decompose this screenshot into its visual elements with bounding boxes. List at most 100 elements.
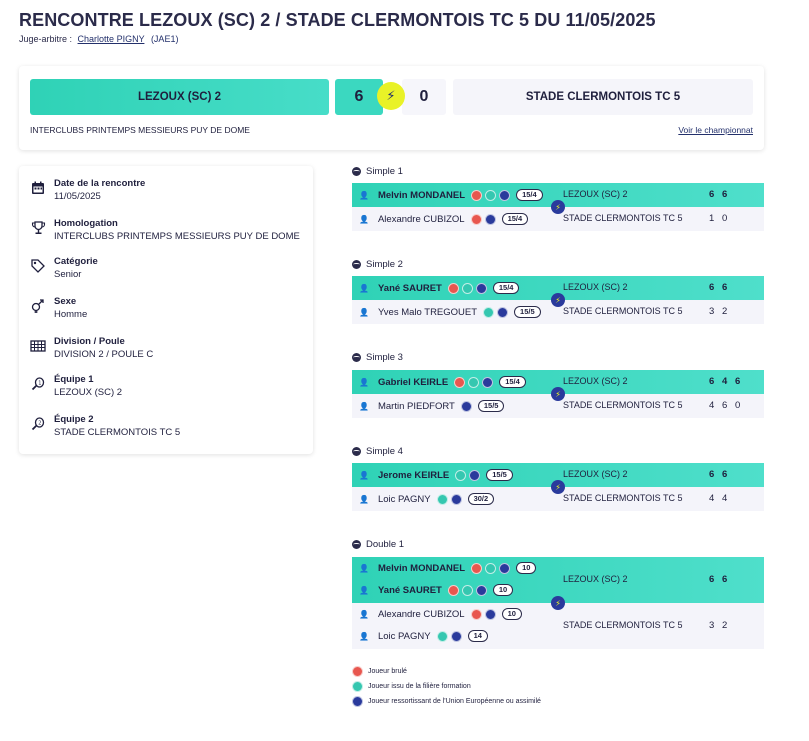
training-player-icon bbox=[485, 189, 497, 201]
eu-player-icon bbox=[499, 189, 511, 201]
player-name[interactable]: Alexandre CUBIZOL bbox=[377, 608, 465, 620]
person-icon: 👤 bbox=[359, 377, 369, 387]
person-icon: 👤 bbox=[359, 283, 369, 293]
info-value: STADE CLERMONTOIS TC 5 bbox=[54, 427, 181, 438]
referee-name-link[interactable]: Charlotte PIGNY bbox=[77, 34, 145, 44]
eu-player-icon bbox=[450, 630, 462, 642]
player[interactable]: 👤 Yané SAURET 15/4 bbox=[359, 282, 520, 294]
ranking-badge: 15/5 bbox=[486, 469, 513, 481]
team-name: LEZOUX (SC) 2 bbox=[563, 574, 628, 584]
racket-1-icon: 1 bbox=[29, 376, 47, 392]
eu-player-icon bbox=[484, 608, 496, 620]
svg-text:2: 2 bbox=[38, 421, 41, 427]
home-score: 6 bbox=[335, 79, 383, 115]
player-name[interactable]: Jerome KEIRLE bbox=[377, 469, 450, 481]
player[interactable]: 👤 Melvin MONDANEL 15/4 bbox=[359, 189, 543, 201]
player-name[interactable]: Loic PAGNY bbox=[377, 630, 431, 642]
match-card[interactable]: 👤 Gabriel KEIRLE 15/4 LEZOUX (SC) 2 6 4 6 👤 Mart… bbox=[352, 370, 764, 418]
legend-text: Joueur brulé bbox=[368, 668, 407, 675]
burned-player-icon bbox=[471, 189, 483, 201]
info-row: Division / Poule DIVISION 2 / POULE C bbox=[29, 336, 153, 361]
player[interactable]: 👤 Gabriel KEIRLE 15/4 bbox=[359, 376, 526, 388]
ranking-badge: 15/5 bbox=[514, 306, 541, 318]
training-player-icon bbox=[436, 630, 448, 642]
referee-line: Juge-arbitre : Charlotte PIGNY (JAE1) bbox=[19, 34, 178, 44]
info-key: Date de la rencontre bbox=[54, 178, 146, 189]
player[interactable]: 👤 Yves Malo TREGOUET 15/5 bbox=[359, 306, 541, 318]
player-name[interactable]: Loic PAGNY bbox=[377, 493, 431, 505]
player-name[interactable]: Melvin MONDANEL bbox=[377, 189, 466, 201]
team-name: LEZOUX (SC) 2 bbox=[563, 189, 628, 199]
set-score: 4 bbox=[722, 376, 728, 387]
info-row: Sexe Homme bbox=[29, 296, 87, 321]
legend-item: Joueur brulé bbox=[352, 666, 407, 677]
set-score: 0 bbox=[722, 213, 728, 224]
match-info-card: Date de la rencontre 11/05/2025 Homologati… bbox=[19, 166, 313, 454]
burned-player-icon bbox=[470, 608, 482, 620]
player[interactable]: 👤 Loic PAGNY 14 bbox=[359, 630, 488, 642]
match-card[interactable]: 👤 Melvin MONDANEL 15/4 LEZOUX (SC) 2 6 6 👤 Alex… bbox=[352, 183, 764, 231]
bolt-icon: ⚡ bbox=[551, 200, 565, 214]
ranking-badge: 30/2 bbox=[467, 493, 495, 505]
ranking-badge: 10 bbox=[492, 584, 514, 596]
match-card[interactable]: 👤 Jerome KEIRLE 15/5 LEZOUX (SC) 2 6 6 👤 Loic P… bbox=[352, 463, 764, 511]
match-label-text: Simple 1 bbox=[366, 166, 403, 177]
eu-player-icon bbox=[499, 562, 511, 574]
team-name: STADE CLERMONTOIS TC 5 bbox=[563, 306, 683, 316]
match-card[interactable]: 👤 Melvin MONDANEL 10 👤 Yané SAURET 10 LEZOUX (… bbox=[352, 557, 764, 649]
legend-text: Joueur ressortissant de l'Union Européen… bbox=[368, 698, 541, 705]
bolt-icon: ⚡ bbox=[551, 387, 565, 401]
info-row: 2 Équipe 2 STADE CLERMONTOIS TC 5 bbox=[29, 414, 180, 439]
bolt-icon: ⚡ bbox=[551, 480, 565, 494]
person-icon: 👤 bbox=[359, 214, 369, 224]
training-player-icon bbox=[485, 562, 497, 574]
burned-player-icon bbox=[447, 282, 459, 294]
grid-icon bbox=[29, 338, 47, 354]
set-score: 6 bbox=[709, 376, 715, 387]
player[interactable]: 👤 Martin PIEDFORT 15/5 bbox=[359, 400, 505, 412]
info-value: Senior bbox=[54, 269, 82, 280]
info-key: Homologation bbox=[54, 218, 118, 229]
set-score: 6 bbox=[709, 189, 715, 200]
view-championship-link[interactable]: Voir le championnat bbox=[678, 125, 753, 135]
eu-player-icon bbox=[482, 376, 494, 388]
set-score: 1 bbox=[709, 213, 715, 224]
player[interactable]: 👤 Melvin MONDANEL 10 bbox=[359, 562, 537, 574]
eu-player-icon bbox=[352, 696, 363, 707]
legend-item: Joueur ressortissant de l'Union Européen… bbox=[352, 696, 541, 707]
player-name[interactable]: Martin PIEDFORT bbox=[377, 400, 455, 412]
ranking-badge: 15/4 bbox=[501, 213, 529, 225]
set-score: 6 bbox=[722, 469, 728, 480]
set-score: 6 bbox=[722, 400, 728, 411]
info-value: Homme bbox=[54, 309, 88, 320]
training-player-icon bbox=[436, 493, 448, 505]
player-name[interactable]: Yves Malo TREGOUET bbox=[377, 306, 478, 318]
info-value: DIVISION 2 / POULE C bbox=[54, 349, 154, 360]
player-name[interactable]: Melvin MONDANEL bbox=[377, 562, 466, 574]
player-name[interactable]: Alexandre CUBIZOL bbox=[377, 213, 465, 225]
match-label: Simple 4 bbox=[352, 446, 403, 457]
trophy-icon bbox=[29, 220, 47, 236]
player[interactable]: 👤 Yané SAURET 10 bbox=[359, 584, 514, 596]
player-name[interactable]: Gabriel KEIRLE bbox=[377, 376, 449, 388]
ranking-badge: 10 bbox=[516, 562, 537, 574]
info-value: LEZOUX (SC) 2 bbox=[54, 387, 123, 398]
player[interactable]: 👤 Alexandre CUBIZOL 15/4 bbox=[359, 213, 529, 225]
away-team: STADE CLERMONTOIS TC 5 bbox=[453, 79, 753, 115]
player-name[interactable]: Yané SAURET bbox=[377, 282, 442, 294]
bolt-icon: ⚡ bbox=[377, 82, 405, 110]
match-card[interactable]: 👤 Yané SAURET 15/4 LEZOUX (SC) 2 6 6 👤 Yves Mal… bbox=[352, 276, 764, 324]
training-player-icon bbox=[461, 584, 473, 596]
set-score: 2 bbox=[722, 306, 728, 317]
player[interactable]: 👤 Jerome KEIRLE 15/5 bbox=[359, 469, 513, 481]
player[interactable]: 👤 Alexandre CUBIZOL 10 bbox=[359, 608, 522, 620]
info-value: INTERCLUBS PRINTEMPS MESSIEURS PUY DE DO… bbox=[54, 231, 300, 242]
player-name[interactable]: Yané SAURET bbox=[377, 584, 442, 596]
person-icon: 👤 bbox=[359, 609, 369, 619]
player[interactable]: 👤 Loic PAGNY 30/2 bbox=[359, 493, 495, 505]
team-name: STADE CLERMONTOIS TC 5 bbox=[563, 400, 683, 410]
team-name: STADE CLERMONTOIS TC 5 bbox=[563, 620, 683, 630]
